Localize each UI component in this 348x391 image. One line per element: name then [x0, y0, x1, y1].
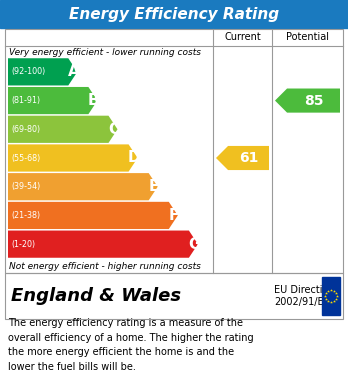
- Bar: [322, 277, 340, 315]
- Text: (55-68): (55-68): [11, 154, 40, 163]
- Polygon shape: [216, 146, 269, 170]
- Polygon shape: [8, 58, 77, 86]
- Text: A: A: [68, 65, 80, 79]
- Text: Energy Efficiency Rating: Energy Efficiency Rating: [69, 7, 279, 22]
- Text: Current: Current: [224, 32, 261, 43]
- Text: E: E: [149, 179, 159, 194]
- Polygon shape: [8, 231, 198, 258]
- Text: C: C: [109, 122, 120, 137]
- Text: 85: 85: [304, 93, 323, 108]
- Bar: [5, 29, 343, 273]
- Text: G: G: [188, 237, 201, 252]
- Bar: [5, 273, 343, 319]
- Polygon shape: [8, 87, 97, 114]
- Text: (69-80): (69-80): [11, 125, 40, 134]
- Text: (81-91): (81-91): [11, 96, 40, 105]
- Text: 2002/91/EC: 2002/91/EC: [274, 297, 330, 307]
- Text: 61: 61: [239, 151, 258, 165]
- Text: B: B: [88, 93, 100, 108]
- Polygon shape: [275, 88, 340, 113]
- Text: F: F: [169, 208, 180, 223]
- Text: (1-20): (1-20): [11, 240, 35, 249]
- Polygon shape: [8, 173, 158, 200]
- Text: (39-54): (39-54): [11, 182, 40, 191]
- Bar: [0, 0, 348, 28]
- Text: (21-38): (21-38): [11, 211, 40, 220]
- Text: Potential: Potential: [286, 32, 329, 43]
- Polygon shape: [8, 144, 137, 172]
- Text: Not energy efficient - higher running costs: Not energy efficient - higher running co…: [9, 262, 201, 271]
- Text: EU Directive: EU Directive: [274, 285, 334, 295]
- Polygon shape: [8, 202, 178, 229]
- Text: (92-100): (92-100): [11, 67, 45, 76]
- Text: D: D: [128, 151, 140, 165]
- Text: Very energy efficient - lower running costs: Very energy efficient - lower running co…: [9, 48, 201, 57]
- Text: The energy efficiency rating is a measure of the
overall efficiency of a home. T: The energy efficiency rating is a measur…: [8, 318, 254, 371]
- Text: England & Wales: England & Wales: [11, 287, 181, 305]
- Polygon shape: [8, 116, 118, 143]
